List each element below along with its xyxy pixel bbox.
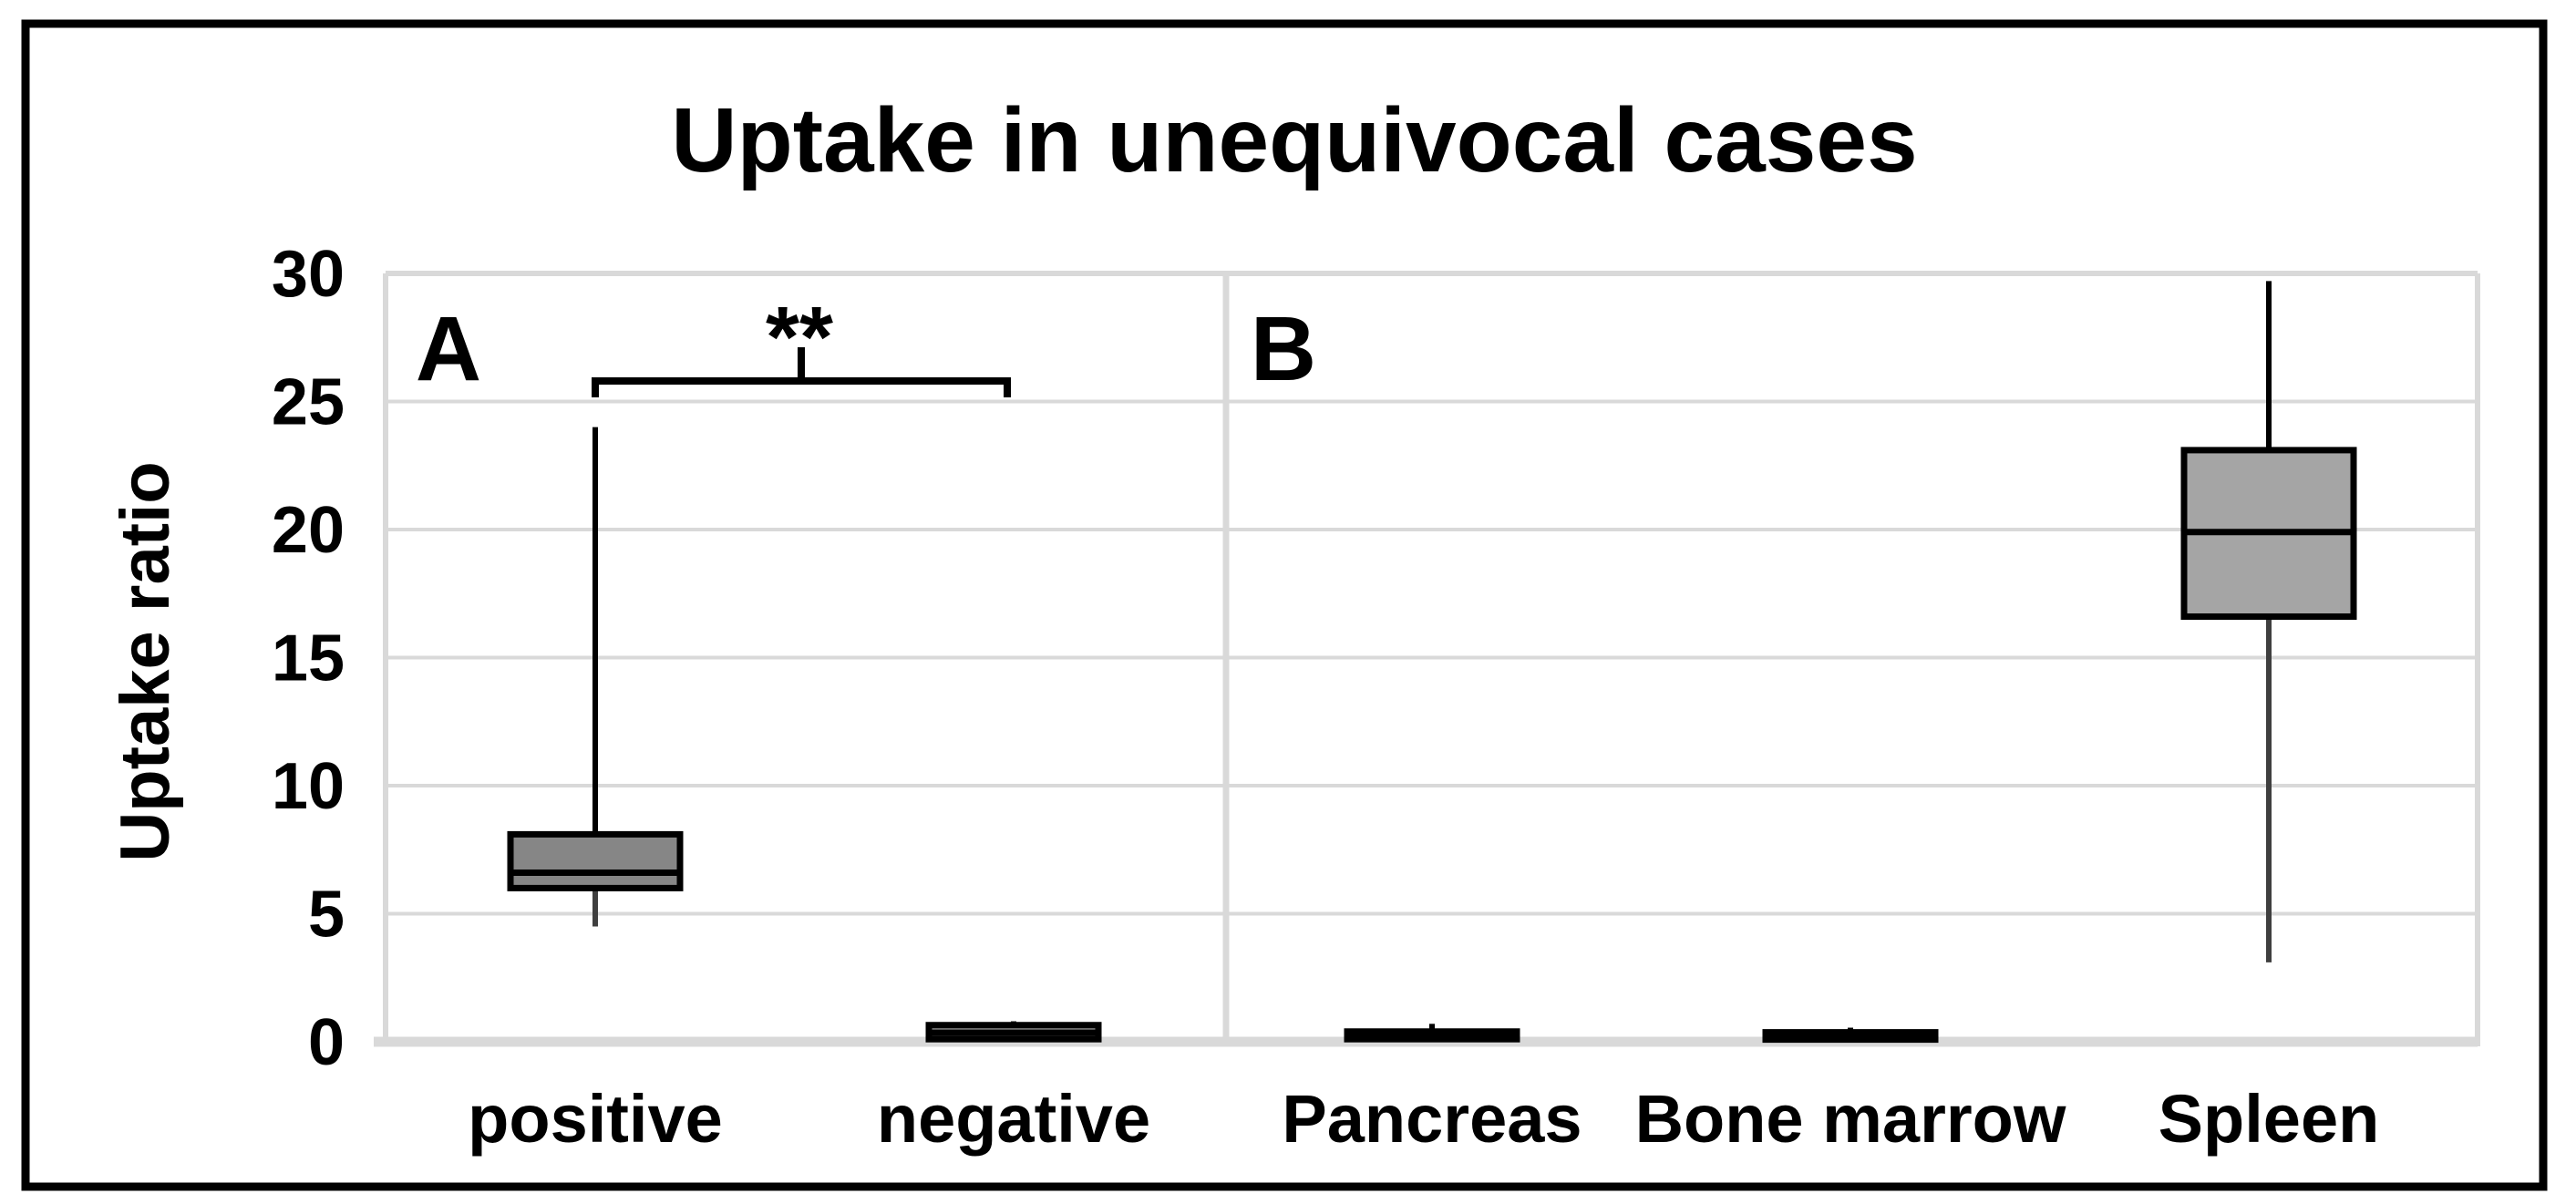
- category-label-positive: positive: [468, 1081, 723, 1157]
- y-tick-label-5: 5: [308, 879, 345, 952]
- box-bone-marrow: [1762, 1027, 1939, 1044]
- chart-title: Uptake in unequivocal cases: [671, 89, 1917, 191]
- box-spleen: [2180, 281, 2357, 962]
- iqr-box: [507, 830, 684, 891]
- category-label-negative: negative: [877, 1081, 1150, 1157]
- box-positive: [507, 427, 684, 927]
- category-label-spleen: Spleen: [2159, 1081, 2380, 1157]
- y-tick-label-10: 10: [272, 750, 345, 823]
- significance-stars: **: [766, 289, 833, 386]
- y-tick-label-0: 0: [308, 1006, 345, 1079]
- panel-a-label: A: [416, 298, 481, 400]
- box-pancreas: [1344, 1024, 1520, 1043]
- box-negative: [925, 1021, 1102, 1043]
- plot-area: [374, 271, 2480, 1047]
- y-tick-label-20: 20: [272, 494, 345, 567]
- y-tick-label-15: 15: [272, 623, 345, 695]
- category-label-bone-marrow: Bone marrow: [1635, 1081, 2066, 1157]
- y-tick-label-25: 25: [272, 366, 345, 439]
- y-axis-title: Uptake ratio: [107, 461, 184, 861]
- category-label-pancreas: Pancreas: [1282, 1081, 1582, 1157]
- y-tick-label-30: 30: [272, 238, 345, 311]
- axis-labels: 0 5 10 15 20 25 30 positive negative Pancreas Bone…: [272, 238, 2379, 1157]
- figure-border: [21, 19, 2548, 1191]
- panel-b-label: B: [1251, 298, 1316, 400]
